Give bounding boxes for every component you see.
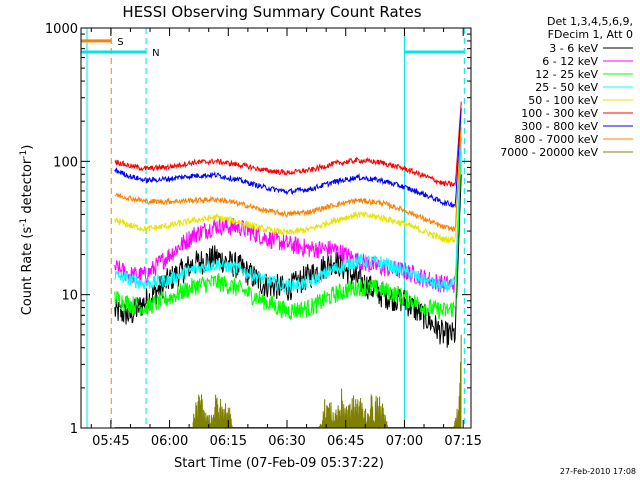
legend-label-7: 800 - 7000 keV: [514, 133, 598, 146]
footer-timestamp: 27-Feb-2010 17:08: [560, 467, 636, 476]
legend-label-1: 6 - 12 keV: [542, 55, 598, 68]
legend: Det 1,3,4,5,6,9, FDecim 1, Att 0 3 - 6 k…: [500, 15, 633, 159]
legend-label-0: 3 - 6 keV: [549, 42, 598, 55]
y-axis-label-main: Count Rate (s: [20, 227, 35, 316]
series-line-4: [114, 121, 462, 244]
series-group: [114, 101, 462, 430]
y-axis-label-mid: detector: [20, 158, 35, 218]
x-tick-label-0: 05:45: [92, 434, 129, 449]
x-tick-label-3: 06:30: [268, 434, 305, 449]
y-tick-label-2: 100: [53, 155, 78, 170]
series-line-3: [114, 137, 462, 294]
y-tick-label-3: 1000: [45, 22, 78, 37]
legend-label-3: 25 - 50 keV: [535, 81, 598, 94]
series-line-5: [114, 101, 462, 188]
y-tick-label-1: 10: [61, 289, 78, 304]
legend-label-5: 100 - 300 keV: [521, 107, 598, 120]
x-tick-label-5: 07:00: [386, 434, 423, 449]
legend-label-4: 50 - 100 keV: [528, 94, 598, 107]
y-axis-label-sup2: -1: [19, 150, 29, 159]
legend-label-8: 7000 - 20000 keV: [500, 146, 598, 159]
plot-area: [86, 28, 465, 428]
y-axis-label-sup1: -1: [19, 218, 29, 227]
plot-frame: [80, 27, 472, 429]
legend-header-line1: Det 1,3,4,5,6,9,: [547, 15, 633, 28]
legend-header-line2: FDecim 1, Att 0: [548, 28, 633, 41]
y-axis-label-end: ): [20, 145, 35, 150]
legend-label-2: 12 - 25 keV: [535, 68, 598, 81]
x-axis-label: Start Time (07-Feb-09 05:37:22): [174, 456, 384, 471]
flags: SN: [81, 37, 465, 59]
y-tick-label-0: 1: [70, 422, 78, 437]
x-tick-label-6: 07:15: [444, 434, 481, 449]
axis-ticks: 05:45 06:00 06:15 06:30 06:45 07:00 07:15 1 10 10…: [45, 22, 482, 449]
x-tick-label-4: 06:45: [327, 434, 364, 449]
x-tick-label-2: 06:15: [210, 434, 247, 449]
series-line-8: [114, 334, 462, 430]
series-line-7: [114, 127, 462, 233]
series-line-2: [114, 150, 462, 321]
x-tick-label-1: 06:00: [151, 434, 188, 449]
flag-label-N: N: [152, 48, 159, 59]
series-line-6: [114, 108, 462, 209]
chart-title: HESSI Observing Summary Count Rates: [122, 3, 421, 21]
legend-label-6: 300 - 800 keV: [521, 120, 598, 133]
y-axis-label: Count Rate (s-1 detector-1): [19, 145, 35, 316]
flag-label-S: S: [117, 37, 123, 48]
